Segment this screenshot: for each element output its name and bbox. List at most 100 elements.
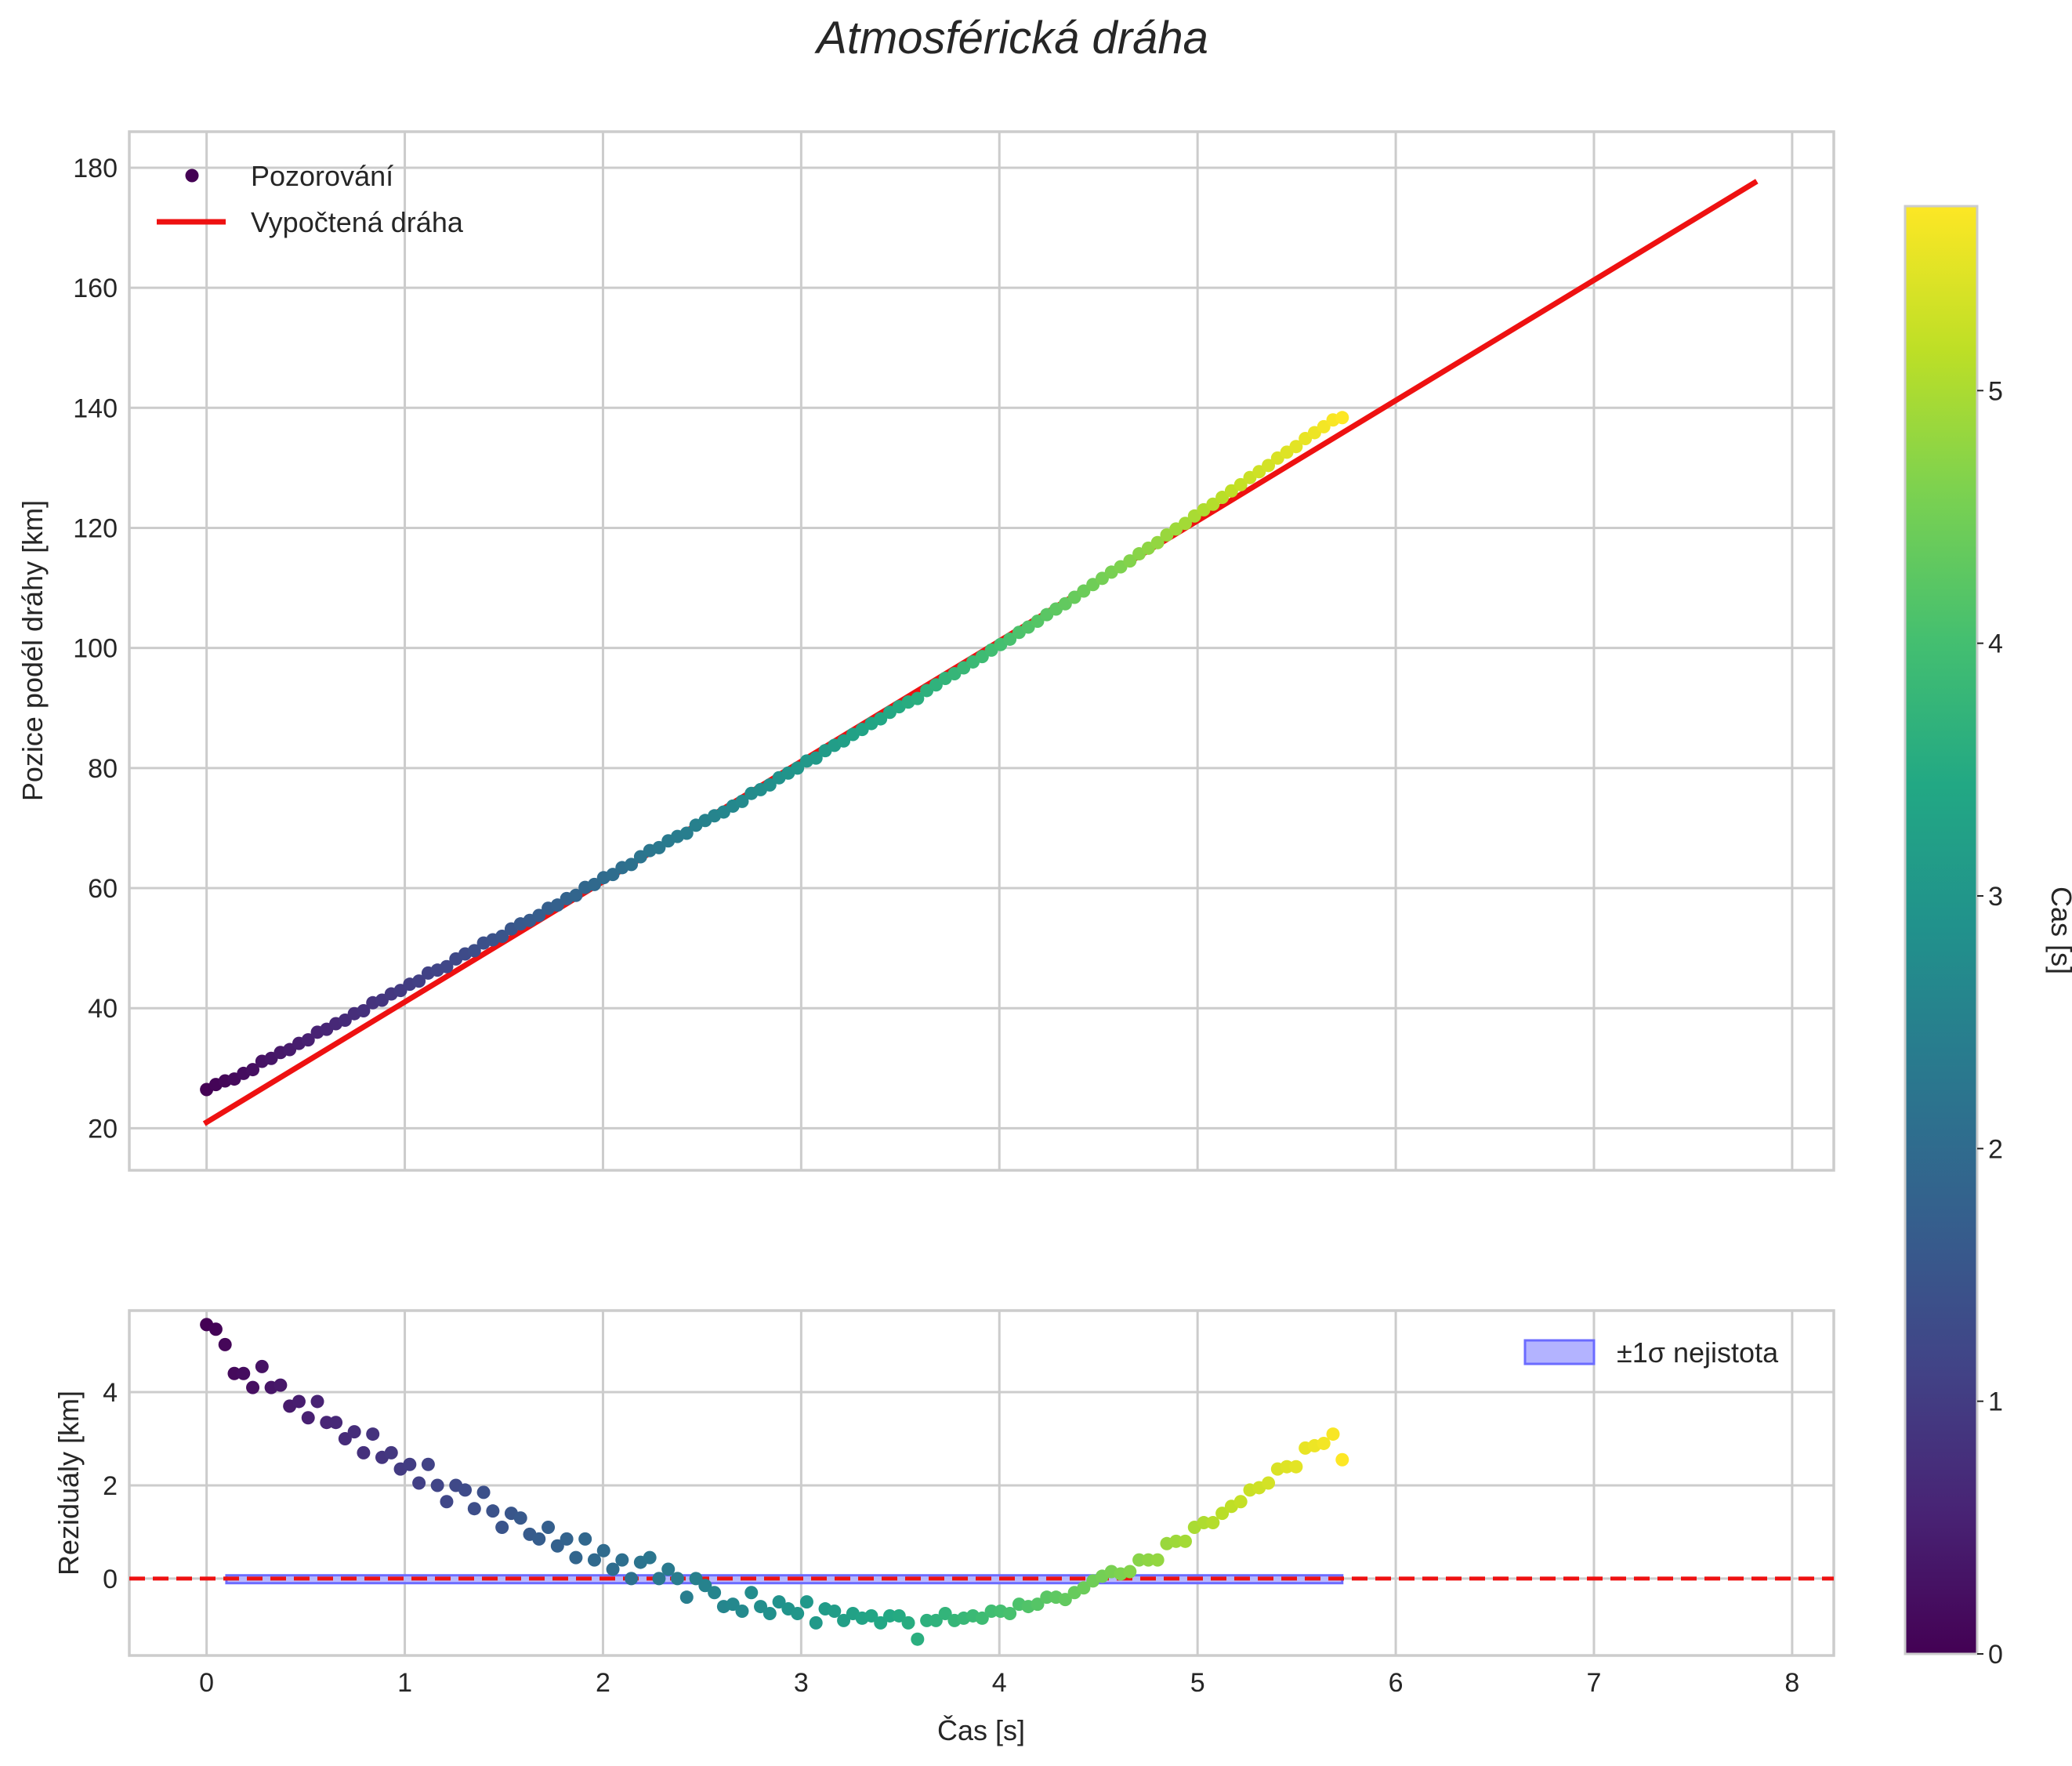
residual-point: [708, 1586, 722, 1600]
residual-point: [486, 1504, 500, 1518]
residual-point: [587, 1553, 601, 1567]
residual-point: [679, 1590, 694, 1605]
top-grid: [129, 132, 1834, 1170]
residual-point: [809, 1616, 823, 1630]
residual-point: [864, 1608, 878, 1623]
bottom-y-axis-label: Reziduály [km]: [53, 1391, 85, 1576]
observation-point: [587, 877, 601, 891]
residual-point: [384, 1445, 398, 1460]
residual-point: [421, 1457, 435, 1471]
residual-point: [338, 1432, 352, 1446]
observation-point: [1317, 419, 1331, 433]
observation-point: [495, 930, 509, 944]
observation-point: [763, 778, 777, 792]
residual-point: [975, 1611, 989, 1625]
observation-point: [467, 944, 481, 958]
residual-point: [1326, 1427, 1340, 1441]
legend-scatter-marker: [185, 169, 199, 183]
observation-point: [1179, 517, 1193, 531]
residual-point: [882, 1608, 897, 1623]
observation-point: [1077, 584, 1091, 598]
colorbar-tick-label: 5: [1988, 376, 2003, 406]
top-y-tick-label: 140: [73, 393, 118, 423]
residual-point: [763, 1606, 777, 1620]
observation-point: [874, 712, 888, 726]
residual-point: [227, 1366, 241, 1380]
colorbar: 0 1 2 3 4 5 Čas [s]: [1904, 205, 2072, 1670]
residual-point: [467, 1502, 481, 1516]
residual-point: [357, 1445, 371, 1460]
colorbar-label: Čas [s]: [2045, 887, 2072, 974]
legend-band-swatch: [1523, 1339, 1596, 1365]
residual-point: [735, 1605, 749, 1619]
observation-point: [1058, 597, 1072, 611]
residual-point: [596, 1543, 610, 1557]
residual-point: [1058, 1593, 1072, 1607]
observation-point: [1289, 440, 1303, 454]
residual-point: [476, 1485, 491, 1499]
residual-point: [837, 1613, 851, 1627]
residual-point: [310, 1394, 324, 1409]
observation-point: [550, 898, 564, 912]
colorbar-tick-label: 1: [1988, 1387, 2003, 1417]
top-y-tick-labels: 20 40 60 80 100 120 140 160 180: [73, 154, 118, 1144]
observation-point: [975, 650, 989, 664]
observation-point: [1335, 411, 1349, 425]
observation-point: [301, 1033, 315, 1047]
observation-point: [1003, 632, 1017, 646]
residual-point: [1233, 1495, 1248, 1509]
residual-point: [255, 1359, 269, 1373]
residual-point: [744, 1586, 759, 1600]
residual-point: [440, 1495, 454, 1509]
residual-point: [911, 1632, 925, 1646]
bottom-x-tick-labels: 0 1 2 3 4 5 6 7 8: [199, 1668, 1799, 1698]
observation-point: [791, 761, 805, 775]
residual-point: [1179, 1534, 1193, 1548]
observation-point: [1233, 477, 1248, 491]
observation-point: [338, 1014, 352, 1028]
residual-point: [218, 1337, 232, 1351]
top-plot-frame: [128, 130, 1835, 1172]
residual-point: [246, 1380, 260, 1394]
residual-point: [403, 1457, 417, 1471]
residual-point: [1206, 1516, 1220, 1530]
observation-point: [606, 868, 620, 882]
observation-point: [569, 888, 583, 902]
residual-point: [1317, 1436, 1331, 1450]
residual-point: [772, 1595, 786, 1609]
residual-point: [1335, 1452, 1349, 1467]
bottom-y-tick-label: 2: [103, 1471, 118, 1501]
legend-line-label: Vypočtená dráha: [251, 206, 464, 238]
residual-point: [661, 1562, 676, 1576]
residual-point: [1132, 1553, 1146, 1567]
observation-point: [1215, 491, 1230, 505]
residual-point: [920, 1613, 934, 1627]
residual-point: [874, 1616, 888, 1630]
colorbar-tick-label: 0: [1988, 1640, 2003, 1670]
residual-points: [200, 1318, 1349, 1646]
bottom-x-tick-label: 0: [199, 1668, 214, 1698]
top-y-axis-label: Pozice podél dráhy [km]: [16, 500, 49, 801]
top-axes: 20 40 60 80 100 120 140 160 180 Pozice podél drá…: [16, 130, 1835, 1172]
residual-point: [791, 1606, 805, 1620]
residual-point: [237, 1366, 251, 1380]
top-y-tick-label: 60: [88, 874, 118, 904]
legend-band-label: ±1σ nejistota: [1617, 1336, 1779, 1369]
residual-point: [329, 1416, 343, 1430]
observation-point: [532, 908, 546, 923]
bottom-axes: 0 2 4 0 1 2 3 4 5 6 7 8 Reziduály [km] Čas [s] ±1σ…: [53, 1309, 1835, 1746]
residual-point: [1197, 1516, 1211, 1530]
observation-point: [1150, 535, 1165, 549]
bottom-x-tick-label: 2: [596, 1668, 610, 1698]
residual-point: [1031, 1597, 1045, 1612]
top-y-tick-label: 100: [73, 634, 118, 664]
bottom-y-tick-label: 0: [103, 1565, 118, 1594]
observation-point: [625, 858, 639, 872]
residual-point: [273, 1378, 288, 1392]
bottom-legend: ±1σ nejistota: [1523, 1336, 1779, 1369]
residual-point: [208, 1322, 223, 1336]
residual-point: [1262, 1476, 1276, 1490]
residual-point: [929, 1613, 943, 1627]
residual-point: [1040, 1590, 1054, 1605]
